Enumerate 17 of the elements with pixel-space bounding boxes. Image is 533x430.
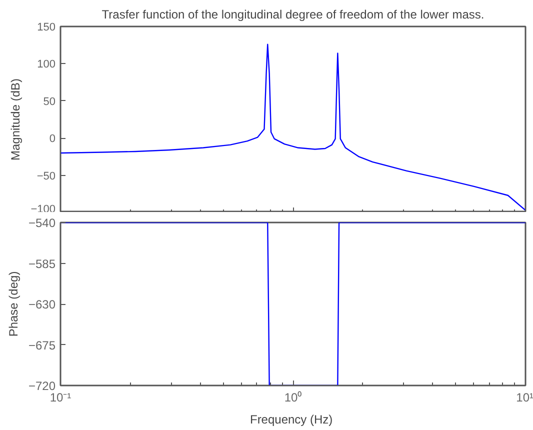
y-tick-label: −540	[28, 216, 56, 230]
y-tick-label: −675	[28, 338, 56, 352]
y-tick-label: 0	[49, 133, 56, 146]
y-tick-label: −585	[28, 256, 56, 271]
y-tick-label: −720	[28, 379, 56, 393]
y-tick-label: −50	[36, 170, 56, 182]
y-tick-label: 100	[37, 58, 56, 71]
chart-title: Trasfer function of the longitudinal degree of freedom of the lower mass.	[102, 8, 484, 22]
y-tick-label: 150	[37, 22, 56, 34]
x-tick-label: 10¹	[516, 390, 533, 404]
x-tick-label: 10⁻¹	[50, 390, 72, 404]
y-tick-label: 50	[43, 96, 56, 108]
y-axis-title: Phase (deg)	[6, 271, 20, 337]
x-axis-title: Frequency (Hz)	[250, 412, 333, 426]
y-axis-title: Magnitude (dB)	[8, 78, 23, 161]
y-tick-label: −630	[28, 298, 56, 312]
x-tick-label: 10⁰	[284, 390, 302, 404]
